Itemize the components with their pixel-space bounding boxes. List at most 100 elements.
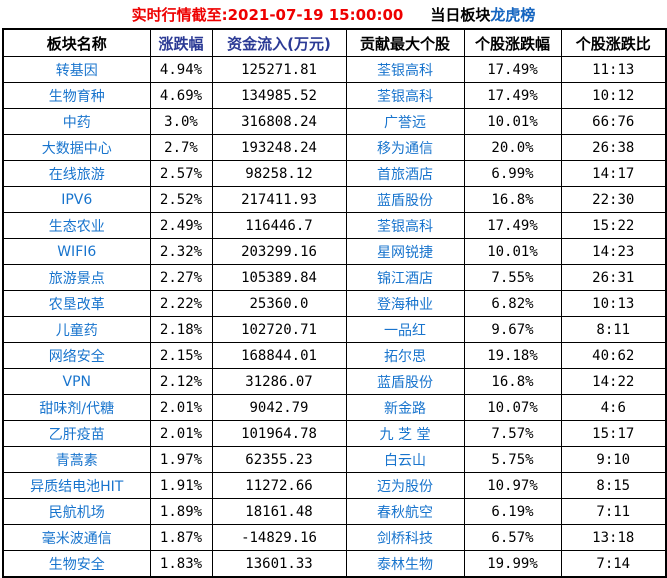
cell-sector-name: 生态农业 (2, 212, 151, 239)
cell-stock-change-pct: 16.8% (463, 368, 562, 395)
table-row: 青蒿素 1.97% 62355.23 白云山 5.75% 9:10 (2, 446, 667, 473)
cell-stock-change-pct: 6.57% (463, 524, 562, 551)
cell-stock-change-pct: 19.18% (463, 342, 562, 369)
cell-top-stock: 拓尔思 (345, 342, 465, 369)
dragon-tiger-link[interactable]: 龙虎榜 (490, 5, 536, 24)
cell-change-pct: 2.01% (149, 420, 213, 447)
table-row: 生物安全 1.83% 13601.33 泰林生物 19.99% 7:14 (2, 550, 667, 578)
cell-stock-change-pct: 10.01% (463, 238, 562, 265)
cell-sector-name: 甜味剂/代糖 (2, 394, 151, 421)
cell-change-pct: 2.22% (149, 290, 213, 317)
cell-stock-change-pct: 6.99% (463, 160, 562, 187)
cell-stock-change-pct: 17.49% (463, 82, 562, 109)
cell-top-stock: 白云山 (345, 446, 465, 473)
cell-change-pct: 2.01% (149, 394, 213, 421)
cell-change-pct: 2.7% (149, 134, 213, 161)
cell-stock-change-pct: 17.49% (463, 212, 562, 239)
table-row: VPN 2.12% 31286.07 蓝盾股份 16.8% 14:22 (2, 368, 667, 395)
cell-change-pct: 1.87% (149, 524, 213, 551)
cell-capital-inflow: 98258.12 (211, 160, 347, 187)
cell-rise-fall-ratio: 10:13 (560, 290, 667, 317)
col-header-rise-fall-ratio: 个股涨跌比 (560, 28, 667, 57)
cell-sector-name: IPV6 (2, 186, 151, 213)
cell-top-stock: 荃银高科 (345, 82, 465, 109)
cell-stock-change-pct: 10.97% (463, 472, 562, 499)
cell-sector-name: 异质结电池HIT (2, 472, 151, 499)
cell-rise-fall-ratio: 22:30 (560, 186, 667, 213)
col-header-capital-inflow: 资金流入(万元) (211, 28, 347, 57)
cell-change-pct: 4.94% (149, 56, 213, 83)
cell-capital-inflow: 62355.23 (211, 446, 347, 473)
cell-sector-name: WIFI6 (2, 238, 151, 265)
cell-rise-fall-ratio: 8:11 (560, 316, 667, 343)
board-prefix-label: 当日板块 (430, 5, 491, 24)
cell-sector-name: 生物安全 (2, 550, 151, 578)
cell-change-pct: 2.52% (149, 186, 213, 213)
sector-leaderboard-table: 板块名称 涨跌幅 资金流入(万元) 贡献最大个股 个股涨跌幅 个股涨跌比 转基因 4.94%… (2, 28, 667, 578)
cell-sector-name: 乙肝疫苗 (2, 420, 151, 447)
cell-capital-inflow: 31286.07 (211, 368, 347, 395)
cell-capital-inflow: 116446.7 (211, 212, 347, 239)
cell-stock-change-pct: 7.55% (463, 264, 562, 291)
cell-capital-inflow: 11272.66 (211, 472, 347, 499)
cell-rise-fall-ratio: 14:22 (560, 368, 667, 395)
cell-top-stock: 新金路 (345, 394, 465, 421)
table-row: 异质结电池HIT 1.91% 11272.66 迈为股份 10.97% 8:15 (2, 472, 667, 499)
cell-rise-fall-ratio: 40:62 (560, 342, 667, 369)
cell-capital-inflow: 125271.81 (211, 56, 347, 83)
cell-rise-fall-ratio: 8:15 (560, 472, 667, 499)
cell-top-stock: 广誉远 (345, 108, 465, 135)
cell-stock-change-pct: 6.19% (463, 498, 562, 525)
cell-rise-fall-ratio: 26:38 (560, 134, 667, 161)
cell-stock-change-pct: 5.75% (463, 446, 562, 473)
col-header-change-pct: 涨跌幅 (149, 28, 213, 57)
table-row: 毫米波通信 1.87% -14829.16 剑桥科技 6.57% 13:18 (2, 524, 667, 551)
cell-capital-inflow: 9042.79 (211, 394, 347, 421)
cell-capital-inflow: 217411.93 (211, 186, 347, 213)
table-row: IPV6 2.52% 217411.93 蓝盾股份 16.8% 22:30 (2, 186, 667, 213)
table-row: 旅游景点 2.27% 105389.84 锦江酒店 7.55% 26:31 (2, 264, 667, 291)
table-row: 生态农业 2.49% 116446.7 荃银高科 17.49% 15:22 (2, 212, 667, 239)
cell-stock-change-pct: 9.67% (463, 316, 562, 343)
table-row: 儿童药 2.18% 102720.71 一品红 9.67% 8:11 (2, 316, 667, 343)
cell-stock-change-pct: 17.49% (463, 56, 562, 83)
cell-stock-change-pct: 7.57% (463, 420, 562, 447)
cell-capital-inflow: 168844.01 (211, 342, 347, 369)
cell-change-pct: 2.32% (149, 238, 213, 265)
cell-change-pct: 2.18% (149, 316, 213, 343)
table-row: 生物育种 4.69% 134985.52 荃银高科 17.49% 10:12 (2, 82, 667, 109)
cell-top-stock: 泰林生物 (345, 550, 465, 578)
cell-stock-change-pct: 10.07% (463, 394, 562, 421)
cell-change-pct: 3.0% (149, 108, 213, 135)
cell-sector-name: VPN (2, 368, 151, 395)
cell-top-stock: 锦江酒店 (345, 264, 465, 291)
cell-top-stock: 星网锐捷 (345, 238, 465, 265)
cell-capital-inflow: 18161.48 (211, 498, 347, 525)
cell-rise-fall-ratio: 7:14 (560, 550, 667, 578)
cell-rise-fall-ratio: 7:11 (560, 498, 667, 525)
cell-capital-inflow: 105389.84 (211, 264, 347, 291)
cell-capital-inflow: 102720.71 (211, 316, 347, 343)
cell-sector-name: 儿童药 (2, 316, 151, 343)
cell-top-stock: 登海种业 (345, 290, 465, 317)
cell-capital-inflow: 25360.0 (211, 290, 347, 317)
table-row: 民航机场 1.89% 18161.48 春秋航空 6.19% 7:11 (2, 498, 667, 525)
cell-sector-name: 生物育种 (2, 82, 151, 109)
cell-stock-change-pct: 6.82% (463, 290, 562, 317)
cell-sector-name: 旅游景点 (2, 264, 151, 291)
cell-top-stock: 一品红 (345, 316, 465, 343)
cell-change-pct: 2.27% (149, 264, 213, 291)
cell-change-pct: 1.89% (149, 498, 213, 525)
cell-capital-inflow: 203299.16 (211, 238, 347, 265)
cell-stock-change-pct: 10.01% (463, 108, 562, 135)
table-row: 甜味剂/代糖 2.01% 9042.79 新金路 10.07% 4:6 (2, 394, 667, 421)
cell-change-pct: 1.83% (149, 550, 213, 578)
cell-change-pct: 2.15% (149, 342, 213, 369)
cell-rise-fall-ratio: 26:31 (560, 264, 667, 291)
cell-sector-name: 中药 (2, 108, 151, 135)
cell-change-pct: 2.12% (149, 368, 213, 395)
cell-stock-change-pct: 19.99% (463, 550, 562, 578)
table-row: 乙肝疫苗 2.01% 101964.78 九 芝 堂 7.57% 15:17 (2, 420, 667, 447)
table-row: 农垦改革 2.22% 25360.0 登海种业 6.82% 10:13 (2, 290, 667, 317)
